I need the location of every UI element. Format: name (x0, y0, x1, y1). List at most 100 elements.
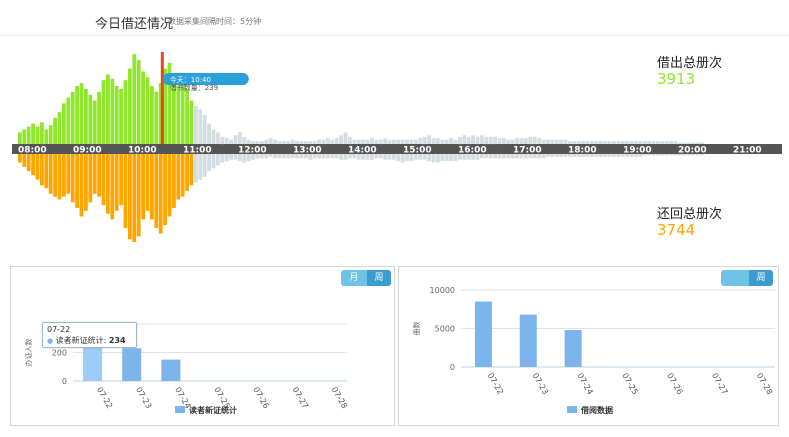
return-bar (620, 154, 625, 157)
return-bar (396, 154, 401, 162)
borrow-bar (387, 139, 392, 144)
month-toggle-button[interactable]: 月 (341, 270, 367, 286)
borrow-bar (603, 141, 607, 144)
return-bar (695, 154, 700, 156)
return-bar (642, 154, 647, 156)
borrow-bar (189, 100, 194, 144)
return-bar (330, 154, 335, 159)
borrow-bar (22, 129, 27, 144)
return-bar (295, 154, 299, 159)
borrow-bar (101, 80, 106, 144)
return-bar (370, 154, 374, 160)
return-bar (392, 154, 396, 160)
borrow-bar (453, 139, 458, 144)
time-tick-label: 13:00 (293, 146, 322, 156)
y-tick-label: 10000 (430, 286, 455, 295)
borrow-bar (330, 139, 335, 144)
borrow-bar (150, 86, 154, 144)
time-tick-label: 18:00 (568, 146, 597, 156)
borrow-bar (638, 141, 643, 144)
return-bar (211, 154, 216, 169)
borrow-bar (462, 135, 467, 144)
return-bar (321, 154, 326, 159)
borrow-bar (660, 141, 665, 144)
data-bar (161, 359, 181, 381)
x-tick-label: 07-27 (710, 372, 729, 397)
current-time-tooltip-bubble (162, 73, 249, 85)
borrow-bar (40, 122, 44, 145)
borrow-bar (220, 136, 225, 145)
y-axis-label: 册数 (412, 322, 421, 336)
borrow-bar (642, 141, 647, 144)
borrow-bar (651, 141, 656, 144)
page-header: 今日借还情况 数据采集间隔时间：5分钟 (0, 0, 789, 36)
return-bar (75, 154, 79, 208)
time-tick-label: 12:00 (238, 146, 267, 156)
return-bar (471, 154, 475, 160)
borrow-bar (202, 115, 207, 144)
borrow-bar (180, 80, 185, 144)
borrow-bar (299, 141, 304, 144)
return-total-label: 还回总册次 (657, 207, 723, 222)
new-readers-period-toggle: 月 周 (341, 270, 391, 286)
return-bar (453, 154, 458, 162)
return-bar (647, 154, 651, 156)
borrow-bar (475, 136, 480, 145)
borrow-bar (273, 139, 277, 144)
borrow-bar (290, 139, 295, 144)
return-bar (612, 154, 616, 157)
return-bar (493, 154, 497, 159)
time-tick-label: 11:00 (183, 146, 212, 156)
borrow-bar (607, 141, 612, 144)
new-readers-panel: 200 0 办证人数 07-22 07-23 07-24 07-25 07-26 07-27 07… (10, 266, 395, 426)
return-bar (590, 154, 594, 157)
return-bar (220, 154, 225, 163)
borrow-bar (158, 83, 163, 144)
borrow-bar (172, 74, 176, 144)
return-bar (502, 154, 506, 159)
return-bar (656, 154, 660, 156)
borrow-bar (106, 74, 110, 144)
borrow-bar (590, 141, 594, 144)
borrow-bar (370, 138, 374, 144)
return-bar (678, 154, 682, 156)
borrow-bar (598, 141, 603, 144)
return-bar (198, 154, 203, 180)
week-toggle-button[interactable]: 周 (749, 270, 773, 286)
return-bar (691, 154, 695, 156)
collection-interval-note: 数据采集间隔时间：5分钟 (168, 17, 262, 26)
borrow-bar (229, 139, 233, 144)
borrow-bar (365, 139, 370, 144)
borrow-bar (458, 136, 462, 145)
borrow-bar (242, 136, 247, 145)
time-tick-label: 10:00 (128, 146, 157, 156)
borrow-bar (620, 141, 625, 144)
borrow-bar (422, 136, 427, 145)
borrow-bar (18, 132, 22, 144)
borrow-bar (326, 138, 330, 144)
borrow-bar (563, 139, 568, 144)
borrow-bar (216, 132, 220, 144)
x-tick-label: 07-22 (95, 386, 114, 411)
borrow-bar (682, 142, 687, 144)
borrow-bar (519, 138, 524, 144)
borrow-bar (110, 78, 115, 145)
return-bar (233, 154, 238, 160)
borrow-bar (66, 97, 71, 144)
borrow-bar (625, 141, 629, 144)
page-title: 今日借还情况 (95, 17, 174, 32)
tooltip-series-row: ● 读者新证统计: 234 (47, 336, 126, 345)
borrow-data-chart: 10000 5000 0 册数 07-22 07-23 07-24 07-25 07-26 07-… (412, 286, 775, 415)
return-bar (119, 154, 123, 206)
borrow-bar (383, 138, 387, 144)
borrow-bar (268, 138, 273, 144)
month-toggle-button-partial[interactable] (721, 270, 749, 286)
y-tick-label: 0 (62, 377, 67, 386)
legend-label: 借阅数据 (580, 405, 613, 415)
return-bar (339, 154, 343, 160)
borrow-bar (466, 136, 471, 145)
return-bar (634, 154, 638, 157)
borrow-bar (554, 139, 559, 144)
week-toggle-button[interactable]: 周 (367, 270, 391, 286)
return-bar (541, 154, 546, 159)
